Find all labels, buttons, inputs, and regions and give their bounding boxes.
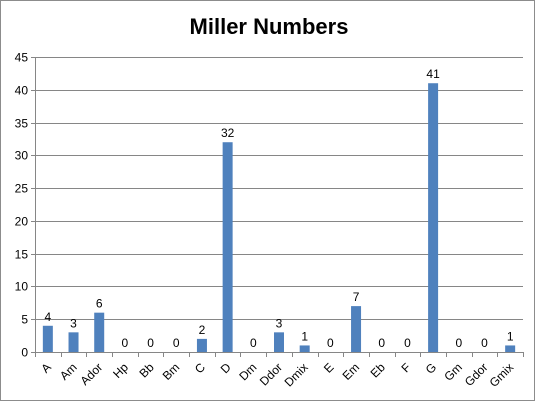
x-tick-label: D (218, 360, 234, 376)
bars (42, 83, 516, 352)
data-label: 0 (378, 336, 385, 350)
y-tick-label: 15 (15, 248, 29, 262)
data-label: 2 (199, 323, 206, 337)
bar (428, 83, 439, 352)
data-label: 32 (221, 126, 235, 140)
y-tick-label: 30 (15, 149, 29, 163)
x-tick-label: E (321, 360, 337, 376)
x-tick-label: Dm (236, 360, 259, 383)
data-label: 0 (250, 336, 257, 350)
data-label: 0 (147, 336, 154, 350)
y-tick-label: 0 (21, 346, 28, 360)
data-label: 7 (353, 290, 360, 304)
data-label: 4 (44, 310, 51, 324)
bar (68, 332, 79, 352)
data-label: 0 (455, 336, 462, 350)
x-tick-label: Hp (110, 360, 131, 381)
x-tick-label: Eb (368, 360, 389, 381)
data-label: 0 (404, 336, 411, 350)
bar (351, 306, 362, 352)
data-label: 41 (426, 67, 440, 81)
bar (222, 142, 233, 352)
bar (299, 345, 310, 352)
data-labels: 4 3 6 0 0 0 2 32 0 3 1 0 7 0 0 41 0 0 1 (44, 67, 513, 350)
bar (274, 332, 284, 352)
x-tick-label: Dmix (282, 360, 311, 389)
data-label: 3 (70, 316, 77, 330)
data-label: 0 (481, 336, 488, 350)
x-tick-label: G (423, 360, 440, 377)
x-tick-label: A (38, 360, 54, 376)
y-tick-label: 20 (15, 215, 29, 229)
data-label: 6 (96, 297, 103, 311)
bar (505, 345, 516, 352)
bar (196, 338, 207, 352)
x-tick-label: Em (340, 360, 363, 383)
y-tick-label: 35 (15, 117, 29, 131)
y-tick-label: 40 (15, 84, 29, 98)
y-axis-ticks: 0 5 10 15 20 25 30 35 40 45 (15, 51, 35, 360)
x-tick-label: F (398, 360, 413, 375)
axes (35, 57, 523, 353)
x-tick-label: Ador (78, 360, 106, 388)
x-tick-label: Bb (136, 360, 157, 381)
x-tick-label: Ddor (257, 360, 285, 388)
y-tick-label: 10 (15, 280, 29, 294)
x-tick-label: Bm (160, 360, 183, 383)
data-label: 0 (122, 336, 129, 350)
x-tick-label: C (192, 360, 208, 376)
x-tick-label: Gm (441, 360, 465, 384)
chart-title: Miller Numbers (190, 14, 349, 39)
y-tick-label: 45 (15, 51, 29, 65)
gridlines (35, 57, 523, 320)
bar (42, 325, 53, 352)
y-tick-label: 25 (15, 182, 29, 196)
data-label: 1 (301, 329, 308, 343)
data-label: 0 (327, 336, 334, 350)
data-label: 3 (276, 316, 283, 330)
bar (94, 312, 105, 352)
x-tick-label: Gdor (462, 360, 491, 389)
data-label: 0 (173, 336, 180, 350)
data-label: 1 (507, 329, 514, 343)
x-tick-label: Am (57, 360, 80, 383)
x-tick-label: Gmix (487, 360, 517, 390)
y-tick-label: 5 (21, 313, 28, 327)
